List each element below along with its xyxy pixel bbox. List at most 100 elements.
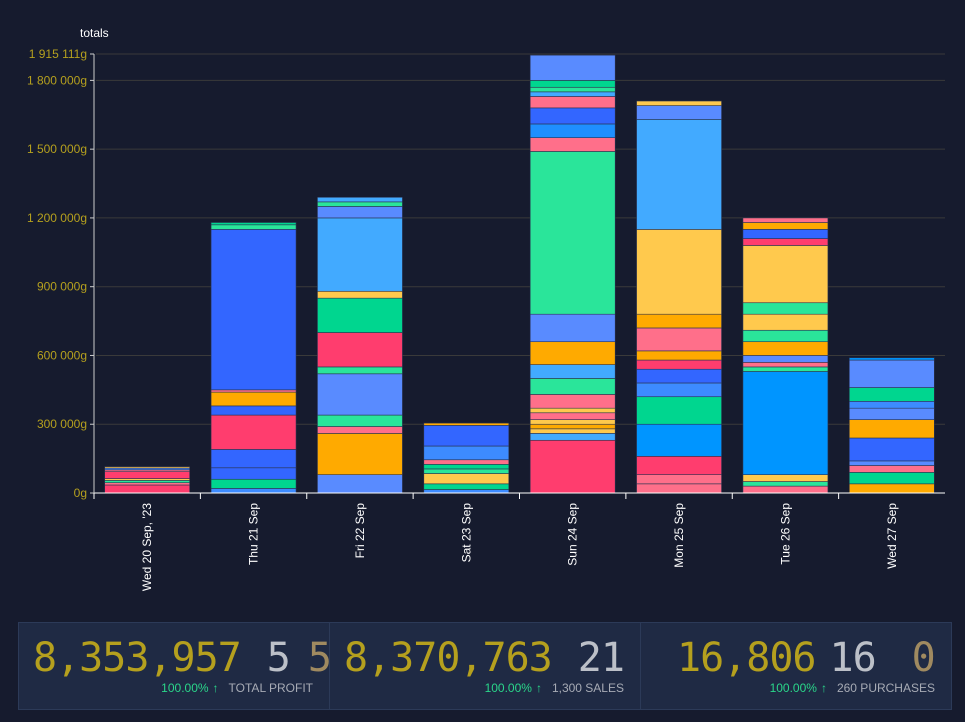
bar-segment — [742, 371, 829, 475]
bar-segment — [423, 445, 510, 461]
stat-secondary-value: 5 — [266, 635, 291, 681]
bar-segment — [529, 428, 616, 434]
bar-stack — [104, 466, 190, 494]
x-tick-label: Wed 20 Sep, '23 — [140, 503, 154, 591]
x-tick-label: Mon 25 Sep — [672, 503, 686, 568]
bar-segment — [317, 217, 403, 292]
bar-segment — [742, 341, 829, 356]
y-tick-label: 900 000g — [37, 280, 87, 294]
bar-segment — [317, 474, 403, 494]
bar-segment — [849, 483, 935, 494]
x-tick-label: Wed 27 Sep — [885, 503, 899, 569]
bar-segment — [636, 229, 722, 315]
stat-label: 260 PURCHASES — [836, 681, 935, 695]
bar-segment — [317, 206, 403, 219]
bar-stack — [317, 196, 403, 494]
bar-stack — [529, 54, 616, 494]
bar-segment — [210, 391, 297, 407]
bar-segment — [849, 419, 935, 439]
bar-segment — [849, 472, 935, 485]
bar-segment — [849, 465, 935, 473]
bar-segment — [636, 483, 722, 494]
stat-change: 100.00% — [161, 681, 209, 695]
bar-segment — [529, 80, 616, 88]
bar-segment — [636, 105, 722, 120]
bar-segment — [529, 378, 616, 395]
bar-stack — [849, 357, 935, 494]
bar-segment — [317, 332, 403, 368]
bar-segment — [849, 437, 935, 462]
bar-segment — [529, 394, 616, 409]
stat-footer: 100.00% ↑ TOTAL PROFIT — [161, 681, 313, 695]
x-tick-label: Tue 26 Sep — [778, 503, 792, 565]
y-tick-label: 1 500 000g — [27, 142, 87, 156]
bar-segment — [742, 329, 829, 343]
bar-segment — [529, 137, 616, 152]
bar-segment — [636, 119, 722, 230]
chart-canvas: 0g 300 000g 600 000g 900 000g 1 200 000g 1 50… — [27, 47, 945, 591]
bar-segment — [317, 373, 403, 416]
bar-segment — [529, 412, 616, 420]
stat-label: TOTAL PROFIT — [228, 681, 313, 695]
bar-segment — [742, 474, 829, 482]
bar-segment — [742, 355, 829, 363]
bar-segment — [317, 196, 403, 203]
bar-segment — [104, 482, 190, 486]
y-tick-label: 0g — [74, 486, 87, 500]
bar-segment — [317, 290, 403, 299]
bar-segment — [423, 464, 510, 470]
bar-segment — [636, 368, 722, 384]
x-tick-label: Sun 24 Sep — [566, 503, 580, 566]
x-tick-label: Fri 22 Sep — [353, 503, 367, 559]
x-tick-label: Sat 23 Sep — [459, 503, 473, 563]
bar-segment — [317, 366, 403, 375]
bar-segment — [529, 364, 616, 379]
bar-segment — [423, 425, 510, 447]
bar-segment — [742, 245, 829, 304]
bar-segment — [529, 86, 616, 93]
bar-segment — [529, 341, 616, 365]
stat-tertiary-value: 5 — [307, 635, 330, 681]
bar-segment — [636, 313, 722, 329]
bar-segment — [636, 423, 722, 457]
bar-segment — [742, 313, 829, 331]
bar-segment — [636, 396, 722, 425]
bar-segment — [636, 382, 722, 398]
bar-segment — [636, 359, 722, 370]
stat-card-total-profit: 8,353,957 5 5 100.00% ↑ TOTAL PROFIT — [18, 622, 330, 710]
bar-segment — [529, 107, 616, 125]
y-tick-label: 1 200 000g — [27, 211, 87, 225]
x-tick-label: Thu 21 Sep — [247, 503, 261, 565]
bar-segment — [104, 480, 190, 483]
bar-segment — [317, 433, 403, 475]
stat-value: 8,370,763 — [344, 635, 553, 681]
bar-stack — [636, 100, 722, 494]
bar-segment — [104, 471, 190, 479]
bar-segment — [849, 407, 935, 420]
bar-segment — [423, 422, 510, 426]
stat-footer: 100.00% ↑ 260 PURCHASES — [770, 681, 935, 695]
bar-segment — [849, 401, 935, 409]
bar-segment — [104, 466, 190, 469]
bar-segment — [210, 449, 297, 469]
bar-segment — [529, 91, 616, 97]
bar-segment — [529, 151, 616, 315]
bar-segment — [210, 467, 297, 480]
bar-segment — [423, 473, 510, 485]
bar-segment — [210, 229, 297, 391]
bar-segment — [317, 297, 403, 333]
arrow-up-icon: ↑ — [535, 681, 542, 695]
bar-segment — [636, 327, 722, 352]
bar-segment — [742, 238, 829, 246]
stat-tertiary-value: 0 — [911, 635, 936, 681]
stat-change: 100.00% — [484, 681, 532, 695]
bar-segment — [742, 302, 829, 315]
bar-stack — [742, 217, 829, 494]
bar-segment — [636, 456, 722, 475]
bar-segment — [529, 439, 616, 494]
bar-segment — [529, 96, 616, 109]
bar-segment — [742, 366, 829, 372]
stat-secondary-value: 16 — [829, 635, 877, 681]
bar-segment — [210, 389, 297, 393]
bar-segment — [529, 407, 616, 414]
